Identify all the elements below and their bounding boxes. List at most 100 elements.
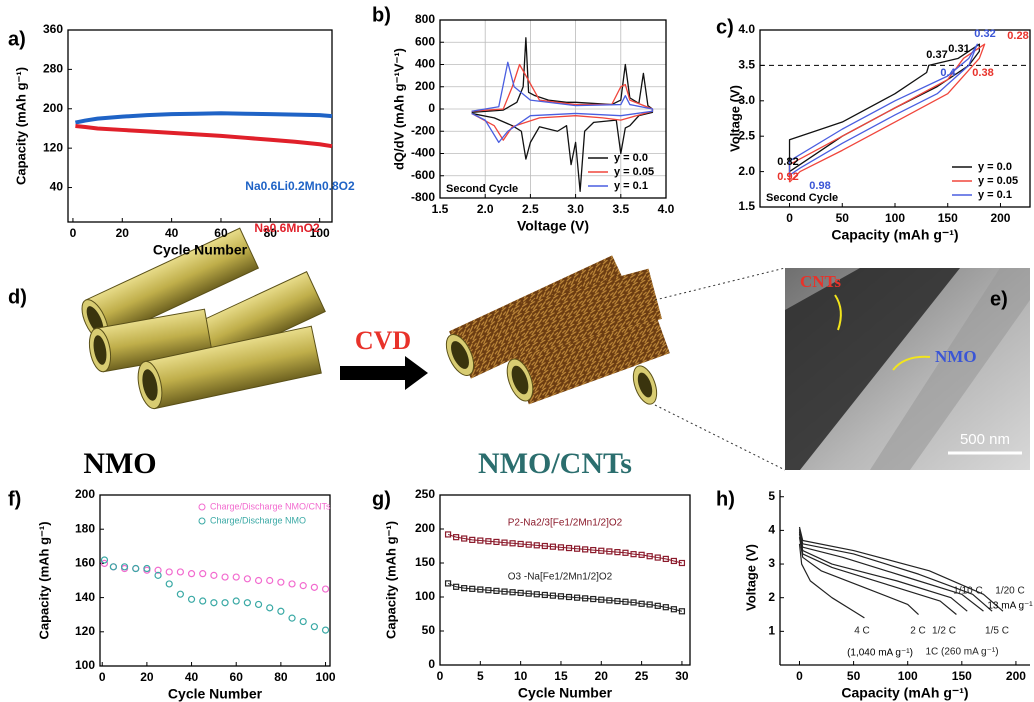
panel-d-art: [77, 228, 785, 470]
x-axis-label: Cycle Number: [153, 242, 248, 258]
y-tick-label: 400: [415, 57, 435, 71]
marker: [110, 564, 116, 570]
marker: [323, 627, 329, 633]
x-tick-label: 5: [477, 669, 484, 683]
x-tick-label: 20: [116, 226, 130, 240]
annotation: 0.4: [940, 67, 956, 79]
y-tick-label: 150: [415, 555, 435, 569]
tem-label: NMO: [935, 347, 977, 366]
marker: [189, 571, 195, 577]
x-tick-label: 0: [70, 226, 77, 240]
marker: [311, 624, 317, 630]
marker: [244, 576, 250, 582]
x-tick-label: 10: [514, 669, 528, 683]
marker: [256, 601, 262, 607]
x-tick-label: 50: [847, 669, 861, 683]
annotation: 0.32: [974, 28, 995, 40]
marker: [133, 566, 139, 572]
series-label: 1/10 C: [953, 586, 982, 597]
y-tick-label: 2: [768, 590, 775, 604]
x-tick-label: 30: [675, 669, 689, 683]
legend-label: y = 0.0: [978, 161, 1012, 173]
x-tick-label: 60: [230, 670, 244, 684]
marker: [200, 571, 206, 577]
y-tick-label: 600: [415, 34, 435, 48]
legend-marker: [199, 504, 205, 510]
y-tick-label: -400: [411, 146, 435, 160]
y-tick-label: -800: [411, 190, 435, 204]
y-tick-label: 3.5: [738, 58, 755, 72]
annotation: 0.31: [948, 43, 969, 55]
x-tick-label: 20: [595, 669, 609, 683]
annotation: 0.98: [809, 180, 830, 192]
marker: [222, 600, 228, 606]
x-tick-label: 0: [99, 670, 106, 684]
y-tick-label: 200: [75, 487, 95, 501]
y-tick-label: 250: [415, 487, 435, 501]
marker: [300, 583, 306, 589]
panel-label: h): [716, 488, 735, 510]
annotation: Second Cycle: [446, 183, 518, 195]
y-tick-label: 5: [768, 489, 775, 503]
x-tick-label: 25: [635, 669, 649, 683]
marker: [177, 591, 183, 597]
x-tick-label: 60: [214, 226, 228, 240]
y-tick-label: 4.0: [738, 22, 755, 36]
panel-d-right-label: NMO/CNTs: [478, 447, 632, 480]
series-label: P2-Na2/3[Fe1/2Mn1/2]O2: [508, 518, 623, 529]
legend-label: y = 0.05: [614, 166, 654, 178]
annotation: (1,040 mA g⁻¹): [847, 648, 913, 659]
y-tick-label: 280: [43, 62, 63, 76]
marker: [323, 586, 329, 592]
y-tick-label: 3: [768, 556, 775, 570]
y-axis-label: Capacity (mAh g⁻¹): [36, 521, 51, 639]
y-tick-label: 200: [415, 521, 435, 535]
x-tick-label: 3.5: [612, 202, 629, 216]
x-tick-label: 20: [140, 670, 154, 684]
y-tick-label: 0: [428, 657, 435, 671]
marker: [233, 574, 239, 580]
annotation: 0.82: [777, 156, 798, 168]
series-line: [790, 44, 978, 175]
marker: [200, 598, 206, 604]
marker: [222, 574, 228, 580]
y-tick-label: 1.5: [738, 199, 755, 213]
panel-d-left-label: NMO: [83, 447, 156, 480]
x-tick-label: 150: [938, 211, 958, 225]
y-tick-label: -200: [411, 123, 435, 137]
x-tick-label: 3.0: [567, 202, 584, 216]
x-axis-label: Cycle Number: [518, 685, 613, 701]
y-tick-label: 40: [50, 180, 64, 194]
y-tick-label: 360: [43, 22, 63, 36]
y-tick-label: 1: [768, 624, 775, 638]
marker: [278, 608, 284, 614]
marker: [311, 584, 317, 590]
x-tick-label: 200: [1006, 669, 1026, 683]
annotation: Second Cycle: [766, 192, 838, 204]
series-line: [75, 113, 332, 122]
series-line: [799, 534, 956, 615]
annotation: 0.38: [972, 67, 993, 79]
annotation: 13 mA g⁻¹: [987, 601, 1033, 612]
plot-frame: [68, 30, 332, 222]
x-tick-label: 50: [836, 211, 850, 225]
marker: [211, 572, 217, 578]
y-tick-label: 800: [415, 12, 435, 26]
marker: [300, 619, 306, 625]
y-axis-label: dQ/dV (mAh g⁻¹V⁻¹): [391, 48, 406, 170]
legend-label: Charge/Discharge NMO: [210, 515, 306, 525]
x-tick-label: 0: [437, 669, 444, 683]
y-tick-label: 120: [75, 624, 95, 638]
y-tick-label: 180: [75, 521, 95, 535]
series-label: Na0.6Li0.2Mn0.8O2: [245, 179, 355, 193]
marker: [278, 579, 284, 585]
series-label: 1/2 C: [932, 626, 956, 637]
marker: [166, 581, 172, 587]
y-tick-label: 140: [75, 590, 95, 604]
figure: NMO NMO/CNTs CVD d) e) CNTs NMO 500 nm 0…: [0, 0, 1034, 702]
panel-d-arrow-label: CVD: [355, 326, 411, 355]
panel-label: b): [372, 4, 391, 26]
legend-label: y = 0.0: [614, 152, 648, 164]
x-tick-label: 0: [796, 669, 803, 683]
marker: [289, 581, 295, 587]
